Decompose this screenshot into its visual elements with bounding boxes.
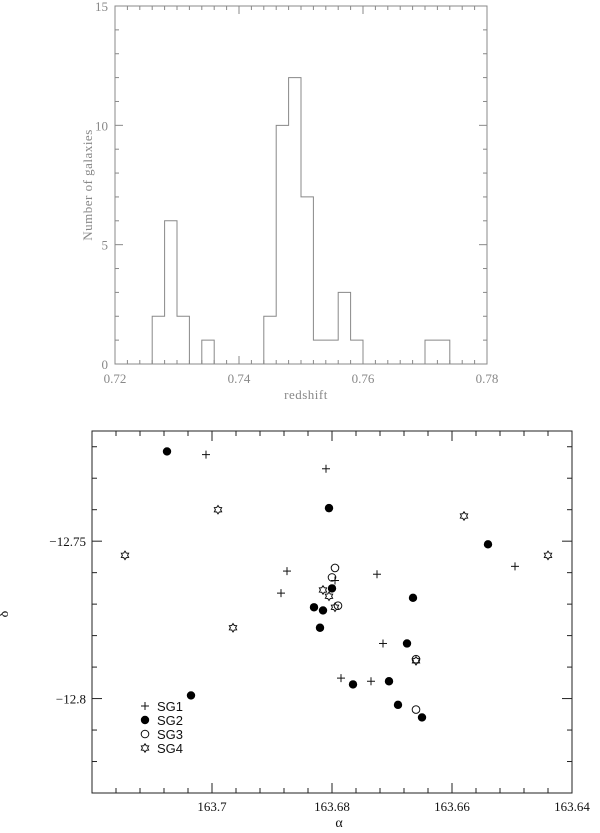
scatter-x-tick-label: 163.68 (314, 799, 350, 814)
legend-label-sg4: SG4 (157, 741, 183, 756)
histogram-x-axis-title: redshift (284, 387, 328, 402)
histogram-step-line (151, 77, 451, 365)
scatter-y-tick-label: −12.75 (49, 534, 86, 549)
legend-label-sg1: SG1 (157, 699, 183, 714)
point-sg2 (384, 677, 394, 686)
scatter-y-tick-label: −12.8 (56, 692, 86, 707)
legend-marker-sg3 (140, 729, 150, 739)
point-sg2 (186, 691, 196, 700)
scatter-x-axis-title: α (335, 816, 343, 831)
point-sg2 (309, 603, 319, 612)
scatter-ticks (91, 431, 573, 794)
histogram-y-tick-label: 10 (95, 118, 108, 133)
point-sg2 (324, 503, 334, 513)
point-sg4 (318, 584, 328, 596)
point-sg2 (417, 713, 427, 722)
scatter-points (120, 447, 553, 722)
point-sg4 (120, 550, 130, 561)
series-sg1 (202, 450, 519, 686)
point-sg1 (283, 567, 291, 576)
series-sg3 (327, 563, 421, 714)
legend-marker-sg4 (140, 742, 150, 754)
point-sg2 (348, 680, 358, 689)
point-sg3 (327, 573, 337, 582)
point-sg4 (543, 550, 553, 561)
point-sg4 (459, 510, 469, 522)
point-sg2 (402, 639, 412, 648)
histogram-y-tick-label: 15 (95, 0, 108, 14)
point-sg1 (379, 639, 387, 648)
scatter-x-tick-label: 163.66 (434, 799, 470, 814)
histogram-ticks (114, 5, 488, 365)
histogram-x-tick-label: 0.76 (352, 371, 375, 386)
scatter-y-tick-labels: −12.75 −12.8 (49, 534, 86, 706)
histogram-y-tick-label: 5 (102, 238, 109, 253)
histogram-panel: 0.72 0.74 0.76 0.78 0 5 10 15 redshift Number … (80, 0, 498, 402)
point-sg1 (202, 450, 210, 459)
histogram-x-tick-labels: 0.72 0.74 0.76 0.78 (104, 371, 499, 386)
point-sg4 (213, 504, 223, 515)
histogram-y-axis-title: Number of galaxies (80, 129, 95, 241)
histogram-x-tick-label: 0.78 (476, 371, 499, 386)
scatter-panel: 163.7 163.68 163.66 163.64 −12.75−12.8 SG1S… (0, 430, 590, 831)
point-sg2 (483, 540, 493, 549)
histogram-y-tick-label: 0 (102, 357, 109, 372)
point-sg1 (373, 570, 381, 579)
scatter-y-axis-title: δ (0, 610, 12, 617)
point-sg1 (277, 589, 285, 598)
legend-marker-sg2 (140, 715, 150, 725)
scatter-x-tick-labels: 163.7 163.68 163.66 163.64 (197, 799, 590, 814)
point-sg1 (322, 464, 330, 473)
histogram-x-tick-label: 0.72 (104, 371, 127, 386)
series-sg2 (162, 447, 493, 722)
point-sg2 (393, 700, 403, 710)
series-sg4 (120, 504, 553, 666)
histogram-x-tick-label: 0.74 (228, 371, 251, 386)
scatter-x-tick-label: 163.7 (197, 799, 227, 814)
point-sg1 (367, 677, 375, 686)
point-sg1 (331, 576, 339, 585)
point-sg2 (318, 606, 328, 615)
point-sg4 (330, 602, 340, 613)
point-sg4 (228, 622, 238, 633)
legend-label-sg2: SG2 (157, 713, 183, 728)
point-sg3 (330, 563, 340, 573)
point-sg1 (511, 562, 519, 571)
point-sg2 (162, 447, 172, 456)
point-sg4 (411, 655, 421, 666)
point-sg4 (324, 591, 334, 602)
point-sg2 (327, 584, 337, 593)
point-sg1 (337, 674, 345, 683)
scatter-x-tick-label: 163.64 (554, 799, 590, 814)
point-sg2 (315, 623, 325, 632)
legend-marker-sg1 (141, 702, 149, 710)
legend-label-sg3: SG3 (157, 727, 183, 742)
point-sg3 (411, 705, 421, 714)
histogram-y-tick-labels: 0 5 10 15 (95, 0, 108, 372)
point-sg2 (408, 593, 418, 603)
